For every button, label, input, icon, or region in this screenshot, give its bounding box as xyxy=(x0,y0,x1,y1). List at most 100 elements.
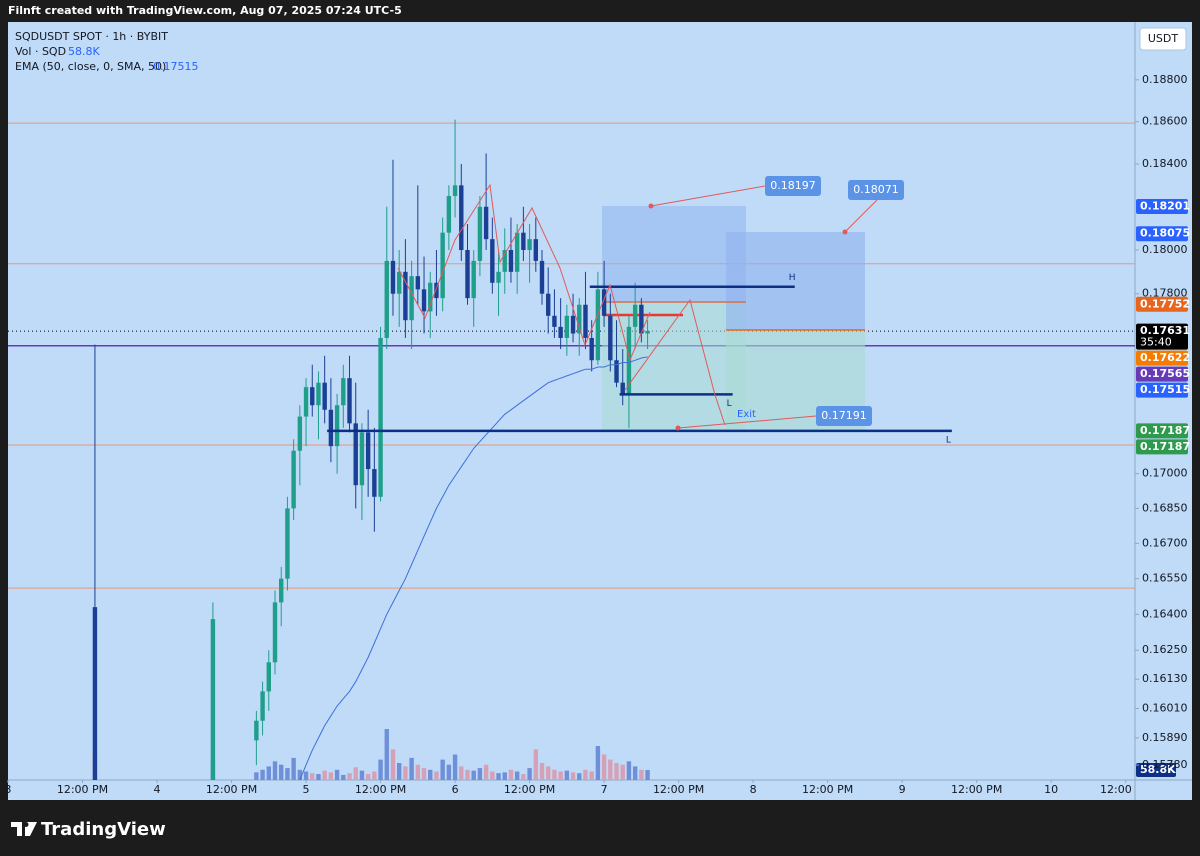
volume-bar xyxy=(496,773,501,780)
volume-bar xyxy=(595,746,601,780)
candle-body xyxy=(409,276,414,321)
volume-bar xyxy=(608,759,613,780)
candle-body xyxy=(310,387,315,406)
candle-body xyxy=(514,232,520,272)
currency-button[interactable] xyxy=(1139,27,1187,51)
x-tick-label: 12:00 PM xyxy=(653,783,704,796)
candle-body xyxy=(403,271,408,321)
volume-bar xyxy=(601,754,607,780)
candle-body xyxy=(490,239,495,283)
chart-background xyxy=(8,22,1192,800)
callout-connector xyxy=(677,415,817,429)
callout-connector xyxy=(844,199,878,233)
candle-body xyxy=(440,232,445,299)
volume-bar xyxy=(291,757,296,780)
price-tag xyxy=(1136,323,1188,350)
legend-ema-value: 0.17515 xyxy=(153,60,199,73)
x-tick-label: 12:00 PM xyxy=(951,783,1002,796)
candle-body xyxy=(552,315,557,327)
candle-body xyxy=(452,185,458,197)
volume-bar xyxy=(552,769,557,780)
candle-body xyxy=(632,304,638,327)
candle-body xyxy=(446,196,452,233)
price-tag xyxy=(1136,439,1188,455)
candle-body xyxy=(341,378,346,406)
volume-bar xyxy=(279,764,284,780)
candle-body xyxy=(378,337,383,497)
price-tag-label: 0.17631 xyxy=(1140,324,1190,337)
candle-body xyxy=(620,382,625,394)
candle-body xyxy=(291,450,296,509)
candle-body xyxy=(92,607,98,780)
x-tick-label: 5 xyxy=(303,783,310,796)
volume-bar xyxy=(390,749,396,780)
candle-body xyxy=(465,250,470,299)
legend-volume: Vol · SQD xyxy=(15,45,66,58)
callout-dot xyxy=(842,229,848,235)
candle-body xyxy=(483,206,489,240)
x-tick-label: 12:00 PM xyxy=(802,783,853,796)
volume-bar xyxy=(490,771,495,780)
price-tag xyxy=(1136,423,1188,439)
candle-body xyxy=(459,185,464,251)
volume-bar xyxy=(539,763,545,780)
volume-tag-label: 58.8K xyxy=(1140,763,1176,776)
candle-body xyxy=(570,315,576,334)
candle-body xyxy=(508,250,514,272)
y-tick-label: 0.15890 xyxy=(1142,731,1188,744)
candle-body xyxy=(279,578,284,603)
volume-bar xyxy=(421,768,427,780)
position-boxes xyxy=(602,206,865,430)
candle-body xyxy=(334,405,340,447)
candle-body xyxy=(322,382,327,410)
price-tag xyxy=(1136,350,1188,366)
volume-bar xyxy=(533,749,538,780)
y-tick-label: 0.18800 xyxy=(1142,73,1188,86)
price-tag-label: 0.17622 xyxy=(1140,351,1190,364)
drawings xyxy=(397,183,878,431)
volume-bar xyxy=(415,764,421,780)
candle-body xyxy=(372,469,377,497)
x-tick-label: 6 xyxy=(452,783,459,796)
trend-label: L xyxy=(946,435,951,445)
volume-bar xyxy=(297,769,303,780)
candle-body xyxy=(589,337,594,361)
volume-bar xyxy=(614,763,619,780)
volume-bar xyxy=(632,766,638,780)
candle-body xyxy=(583,304,588,338)
candle-body xyxy=(558,326,563,338)
x-tick-label: 12:00 PM xyxy=(206,783,257,796)
callout-box xyxy=(765,176,821,196)
x-tick-label: 12:00 PM xyxy=(504,783,555,796)
x-tick-label: 12:00 PM xyxy=(1100,783,1151,796)
volume-bar xyxy=(359,770,365,780)
y-tick-label: 0.16250 xyxy=(1142,643,1188,656)
volume-bar xyxy=(521,774,526,780)
candle-body xyxy=(285,508,290,579)
candle-body xyxy=(502,250,507,272)
price-tag-label: 0.17565 xyxy=(1140,367,1190,380)
price-tag-label: 0.17187 xyxy=(1140,424,1190,437)
callout-box xyxy=(848,180,904,200)
candle-body xyxy=(564,315,570,338)
candle-body xyxy=(266,662,271,692)
currency-label[interactable]: USDT xyxy=(1148,32,1179,45)
footer-bar xyxy=(0,800,1200,856)
price-tag xyxy=(1136,366,1188,382)
volume-bar xyxy=(502,772,507,780)
candle-body xyxy=(303,387,309,417)
logo-mark xyxy=(11,822,37,836)
callout-dot xyxy=(648,203,654,209)
price-tag xyxy=(1136,296,1188,312)
candle-body xyxy=(533,239,538,261)
stop-zone xyxy=(602,303,746,430)
x-tick-label: 9 xyxy=(899,783,906,796)
volume-bar xyxy=(626,761,632,780)
volume-bar xyxy=(384,729,389,780)
volume-bar xyxy=(341,774,346,780)
volume-bar xyxy=(639,769,644,780)
volume-bar xyxy=(620,764,625,780)
target-zone xyxy=(602,206,746,303)
volume-bar xyxy=(378,759,383,780)
